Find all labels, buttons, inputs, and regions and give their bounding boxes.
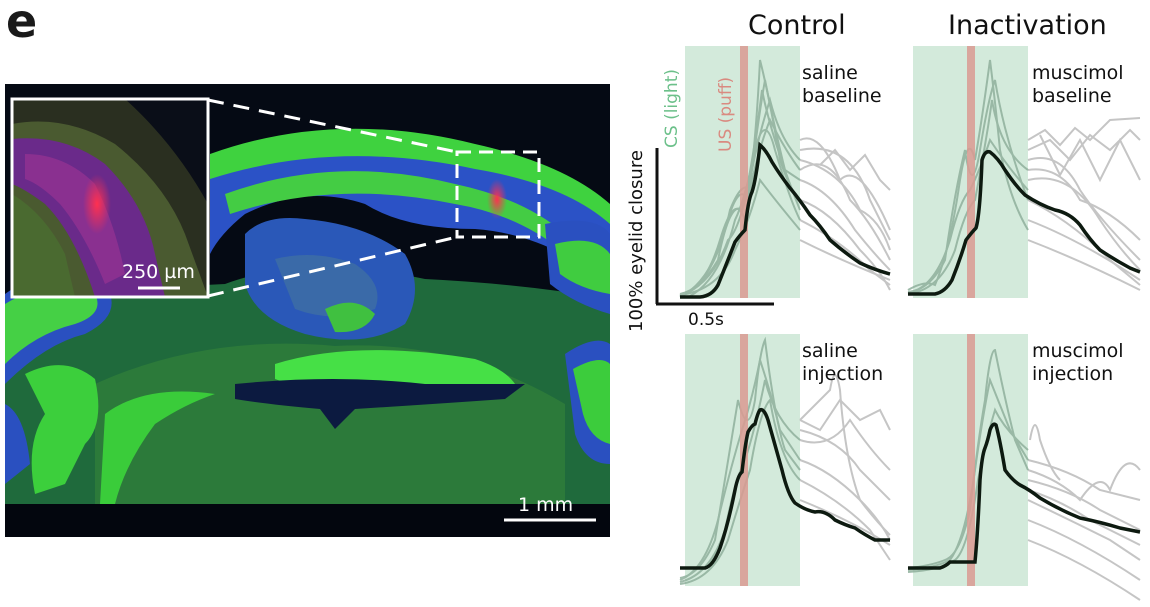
label-muscimol-injection: muscimol injection [1032, 340, 1124, 386]
label-line2: injection [1032, 363, 1114, 385]
main-scale-label: 1 mm [518, 494, 574, 516]
label-line2: injection [802, 363, 884, 385]
label-line2: baseline [802, 85, 882, 107]
column-title-inactivation: Inactivation [948, 10, 1107, 41]
inset-scale-label: 250 µm [122, 261, 195, 283]
roi-dashed-box [455, 150, 541, 239]
x-scale-label: 0.5s [688, 310, 724, 330]
brain-micrograph [5, 84, 610, 537]
label-muscimol-baseline: muscimol baseline [1032, 62, 1124, 108]
panel-letter: e [6, 0, 38, 48]
inset-zoom [10, 97, 210, 299]
label-saline-baseline: saline baseline [802, 62, 882, 108]
y-scale-label: 100% eyelid closure [626, 150, 647, 332]
column-title-control: Control [748, 10, 846, 41]
cs-label: CS (light) [662, 68, 682, 148]
us-label: US (puff) [716, 76, 736, 152]
panel-saline-injection [679, 334, 891, 586]
label-line1: saline [802, 62, 858, 84]
panel-saline-baseline [679, 46, 891, 299]
label-line1: muscimol [1032, 340, 1124, 362]
label-line2: baseline [1032, 85, 1112, 107]
label-line1: muscimol [1032, 62, 1124, 84]
panel-muscimol-injection [907, 334, 1141, 601]
label-line1: saline [802, 340, 858, 362]
label-saline-injection: saline injection [802, 340, 883, 386]
panel-muscimol-baseline [907, 46, 1141, 298]
